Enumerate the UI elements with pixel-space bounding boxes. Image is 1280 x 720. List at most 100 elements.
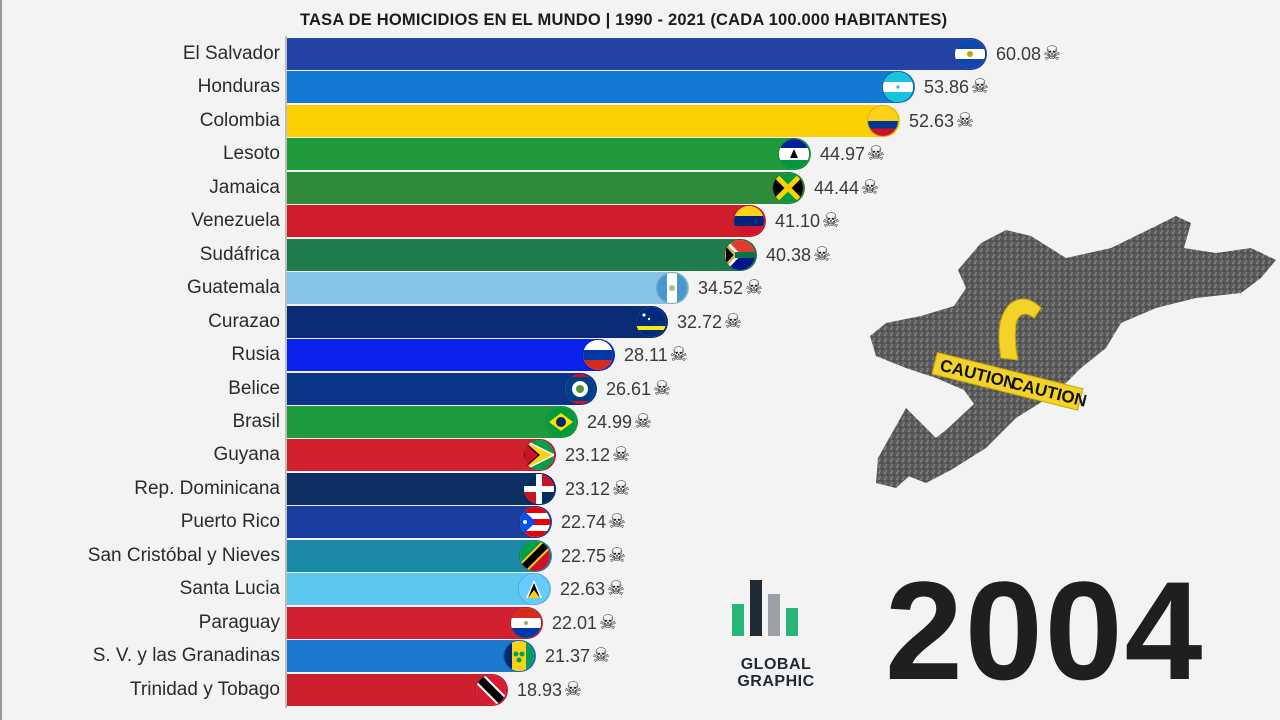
- bar: [287, 506, 552, 538]
- skull-crossbones-icon: ☠: [867, 143, 885, 165]
- bar-value-label: 22.01 ☠: [552, 606, 617, 640]
- dominican-republic-flag-icon: [524, 474, 554, 504]
- skull-crossbones-icon: ☠: [612, 444, 630, 466]
- bar-value-text: 44.97: [820, 144, 866, 164]
- skull-crossbones-icon: ☠: [564, 679, 582, 701]
- skull-crossbones-icon: ☠: [653, 378, 671, 400]
- bar-row: Honduras 53.86 ☠: [0, 70, 1280, 104]
- trinidad-tobago-flag-icon: [476, 675, 506, 705]
- bar-row: Venezuela 41.10 ☠: [0, 204, 1280, 238]
- bar-category-label: San Cristóbal y Nieves: [87, 545, 280, 566]
- bar-category-label: Guyana: [213, 444, 280, 465]
- bar-value-text: 24.99: [587, 412, 633, 432]
- bar-value-text: 23.12: [565, 445, 611, 465]
- bar-category-label: Venezuela: [191, 210, 280, 231]
- skull-crossbones-icon: ☠: [745, 277, 763, 299]
- bar-value-text: 18.93: [517, 680, 563, 700]
- bar-row: Lesoto 44.97 ☠: [0, 137, 1280, 171]
- bar-category-label: Honduras: [197, 76, 280, 97]
- saint-lucia-flag-icon: [519, 574, 549, 604]
- bar: [287, 205, 766, 237]
- guyana-flag-icon: [524, 440, 554, 470]
- bar-value-label: 28.11 ☠: [624, 338, 688, 372]
- bar-value-text: 26.61: [606, 379, 652, 399]
- south-africa-flag-icon: [725, 240, 755, 270]
- bar-value-label: 41.10 ☠: [775, 204, 840, 238]
- bar: [287, 640, 536, 672]
- bar-value-label: 52.63 ☠: [909, 104, 974, 138]
- curacao-flag-icon: [636, 307, 666, 337]
- venezuela-flag-icon: [734, 206, 764, 236]
- bar: [287, 439, 556, 471]
- bar-value-text: 21.37: [545, 646, 591, 666]
- bar: [287, 473, 556, 505]
- bar-value-text: 52.63: [909, 111, 955, 131]
- bar-value-text: 53.86: [924, 77, 970, 97]
- skull-crossbones-icon: ☠: [971, 76, 989, 98]
- bar-row: Guyana 23.12 ☠: [0, 438, 1280, 472]
- bar: [287, 272, 689, 304]
- bar-category-label: Paraguay: [198, 612, 280, 633]
- bar-value-label: 21.37 ☠: [545, 639, 610, 673]
- chart-title: TASA DE HOMICIDIOS EN EL MUNDO | 1990 - …: [300, 11, 948, 29]
- skull-crossbones-icon: ☠: [1043, 43, 1061, 65]
- bar-value-label: 26.61 ☠: [606, 372, 671, 406]
- bar-row: Belice 26.61 ☠: [0, 372, 1280, 406]
- bar-value-label: 24.99 ☠: [587, 405, 652, 439]
- bar-category-label: Belice: [228, 378, 280, 399]
- bar-value-label: 60.08 ☠: [996, 37, 1061, 71]
- bar-row: El Salvador 60.08 ☠: [0, 37, 1280, 71]
- bar-category-label: Rusia: [231, 344, 280, 365]
- bar-row: Curazao 32.72 ☠: [0, 305, 1280, 339]
- bar-value-text: 44.44: [814, 178, 860, 198]
- puerto-rico-flag-icon: [520, 507, 550, 537]
- bar-value-text: 22.01: [552, 613, 598, 633]
- bar: [287, 540, 552, 572]
- bar-category-label: Puerto Rico: [180, 511, 280, 532]
- bar-value-text: 22.75: [561, 546, 607, 566]
- colombia-flag-icon: [868, 106, 898, 136]
- bar-value-label: 40.38 ☠: [766, 238, 831, 272]
- skull-crossbones-icon: ☠: [608, 511, 626, 533]
- bar-row: Trinidad y Tobago 18.93 ☠: [0, 673, 1280, 707]
- bar-value-label: 44.44 ☠: [814, 171, 879, 205]
- bar-value-label: 22.75 ☠: [561, 539, 626, 573]
- bar-value-text: 32.72: [677, 312, 723, 332]
- bar-category-label: Santa Lucia: [179, 578, 280, 599]
- honduras-flag-icon: [883, 72, 913, 102]
- bar-value-label: 23.12 ☠: [565, 438, 630, 472]
- guatemala-flag-icon: [657, 273, 687, 303]
- bar-row: Rep. Dominicana 23.12 ☠: [0, 472, 1280, 506]
- year-counter: 2004: [885, 552, 1205, 709]
- saint-vincent-flag-icon: [504, 641, 534, 671]
- jamaica-flag-icon: [773, 173, 803, 203]
- bar-value-text: 41.10: [775, 211, 821, 231]
- left-frame-border: [0, 0, 2, 720]
- bar-value-text: 34.52: [698, 278, 744, 298]
- el-salvador-flag-icon: [955, 39, 985, 69]
- bar-value-label: 34.52 ☠: [698, 271, 763, 305]
- bar-category-label: Rep. Dominicana: [134, 478, 280, 499]
- skull-crossbones-icon: ☠: [822, 210, 840, 232]
- bar-value-label: 18.93 ☠: [517, 673, 582, 707]
- skull-crossbones-icon: ☠: [724, 311, 742, 333]
- skull-crossbones-icon: ☠: [608, 545, 626, 567]
- body-outline-crime-scene-image: CAUTION CAUTION: [870, 216, 1276, 488]
- bar: [287, 339, 615, 371]
- y-axis-line: [285, 36, 287, 708]
- global-graphic-logo: GLOBAL GRAPHIC: [726, 578, 826, 690]
- bar-value-label: 23.12 ☠: [565, 472, 630, 506]
- bar: [287, 607, 543, 639]
- bar-category-label: Colombia: [199, 110, 280, 131]
- lesotho-flag-icon: [779, 139, 809, 169]
- skull-crossbones-icon: ☠: [612, 478, 630, 500]
- logo-text-line1: GLOBAL: [740, 656, 812, 673]
- bar-value-text: 23.12: [565, 479, 611, 499]
- skull-crossbones-icon: ☠: [813, 244, 831, 266]
- bar-category-label: Lesoto: [222, 143, 280, 164]
- bar-value-text: 22.74: [561, 512, 607, 532]
- bar-row: Rusia 28.11 ☠: [0, 338, 1280, 372]
- bar: [287, 105, 900, 137]
- brazil-flag-icon: [546, 407, 576, 437]
- bar-row: Colombia 52.63 ☠: [0, 104, 1280, 138]
